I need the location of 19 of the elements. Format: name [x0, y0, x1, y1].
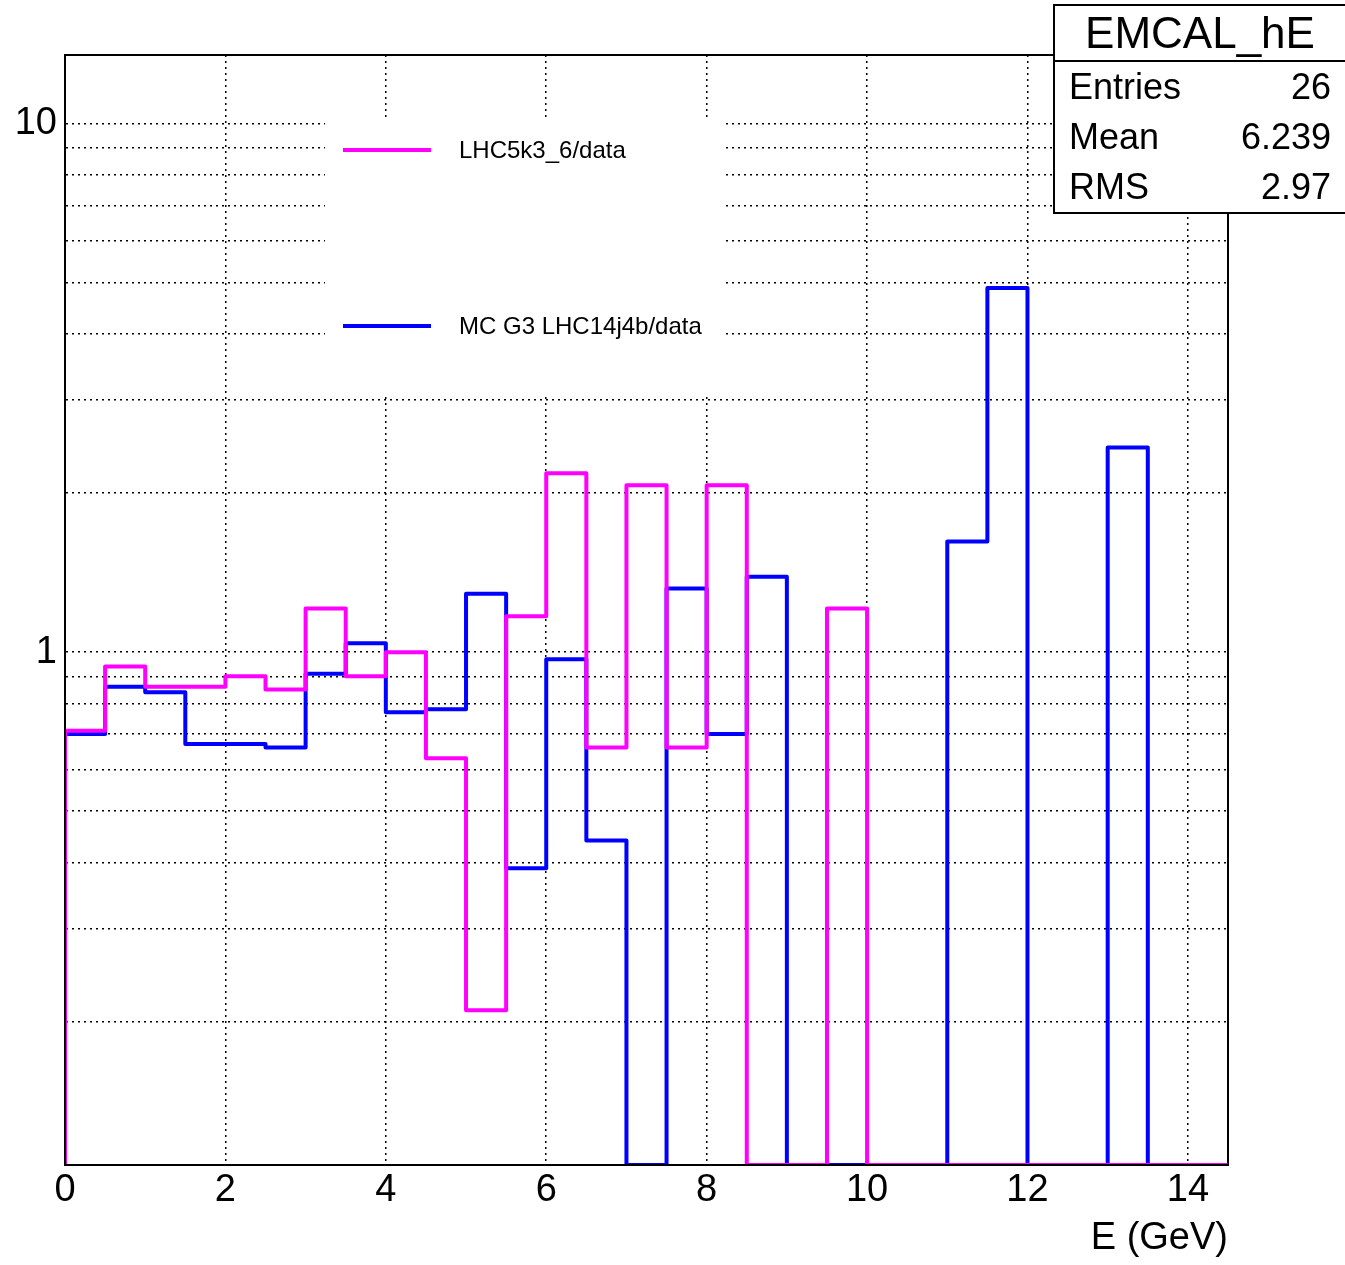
- text: 2.97: [1260, 166, 1331, 208]
- x-tick-label: 6: [535, 1167, 557, 1210]
- legend-label: MC G3 LHC14j4b/data: [459, 312, 702, 340]
- annotation: EMCAL_hE: [1055, 6, 1345, 62]
- annotation: Mean: [1069, 116, 1160, 158]
- x-tick-label: 8: [696, 1167, 718, 1210]
- x-tick-label: 12: [1006, 1167, 1049, 1210]
- x-tick-label: 0: [54, 1167, 76, 1210]
- legend-label: LHC5k3_6/data: [459, 136, 626, 164]
- annotation: Entries: [1069, 66, 1182, 108]
- annotation: RMS: [1069, 166, 1149, 208]
- y-tick-label: 1: [35, 628, 57, 671]
- text: 26: [1290, 66, 1331, 108]
- x-axis-title: E (GeV): [1090, 1214, 1228, 1257]
- text: 6.239: [1240, 116, 1331, 158]
- x-tick-label: 14: [1166, 1167, 1210, 1210]
- x-tick-label: 4: [375, 1167, 397, 1210]
- x-tick-label: 10: [845, 1167, 889, 1210]
- x-tick-label: 2: [214, 1167, 236, 1210]
